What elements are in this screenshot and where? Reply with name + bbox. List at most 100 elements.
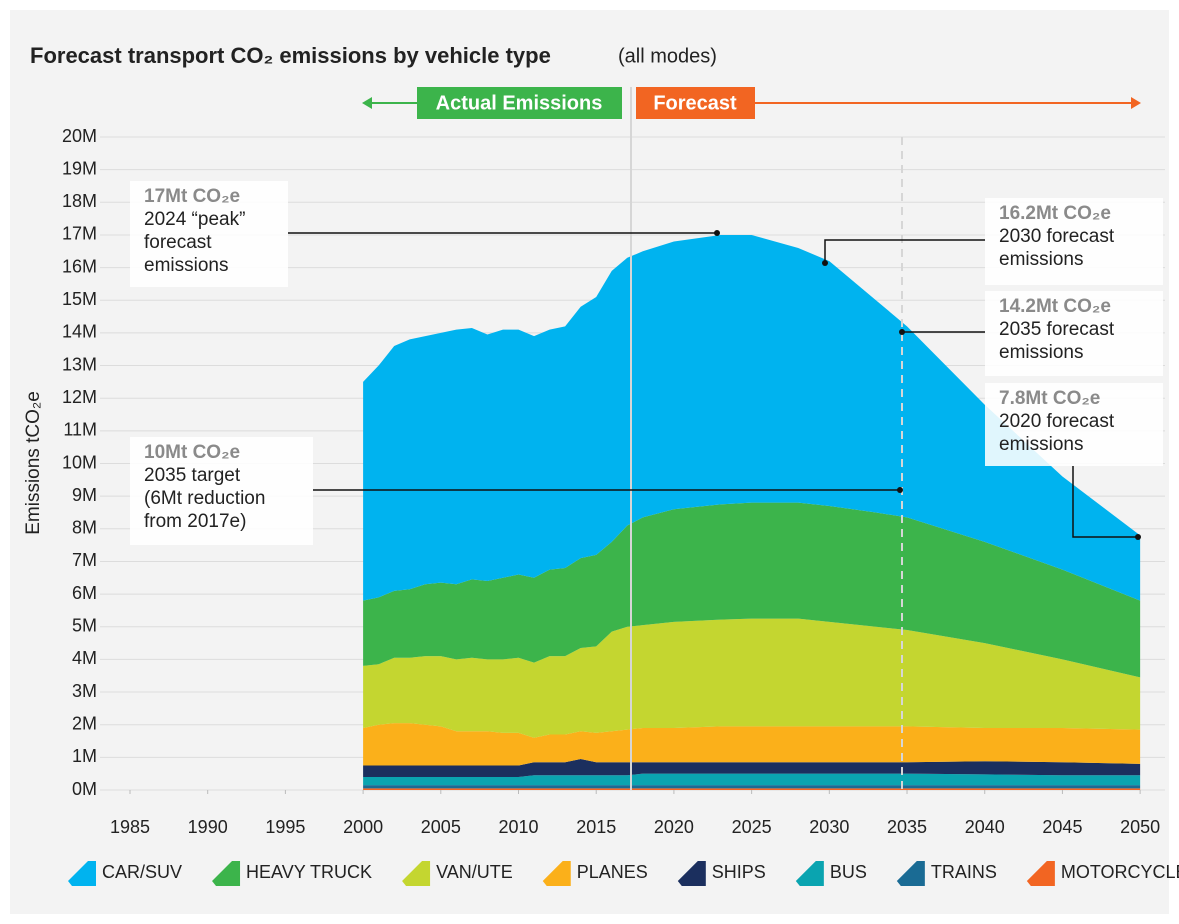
legend-swatch	[677, 861, 706, 886]
dot	[822, 260, 828, 266]
banner-text: Forecast	[653, 92, 737, 114]
annotation-text: 7.8Mt CO₂e	[999, 388, 1100, 409]
legend-swatch	[795, 861, 824, 886]
x-tick-label: 2000	[343, 817, 383, 837]
y-tick-label: 6M	[72, 583, 97, 603]
banner-forecast	[636, 87, 755, 119]
annotation-box	[985, 198, 1163, 285]
legend-label: VAN/UTE	[436, 862, 513, 882]
annotation-text: (6Mt reduction	[144, 488, 265, 509]
banner-actual	[417, 87, 622, 119]
legend-label: HEAVY TRUCK	[246, 862, 372, 882]
area	[363, 758, 1141, 777]
x-tick-label: 2015	[576, 817, 616, 837]
y-tick-label: 18M	[62, 191, 97, 211]
area	[363, 234, 1141, 601]
legend-swatch	[896, 861, 925, 886]
y-tick-label: 11M	[63, 420, 97, 440]
arrow-head	[362, 97, 372, 109]
y-tick-label: 20M	[62, 126, 97, 146]
y-tick-label: 5M	[72, 616, 97, 636]
arrow-head	[1131, 97, 1141, 109]
area	[363, 788, 1141, 790]
areas	[363, 234, 1141, 790]
annotation-text: emissions	[999, 342, 1083, 363]
area	[363, 773, 1141, 786]
legend: CAR/SUV HEAVY TRUCK VAN/UTE PLANES SHIPS BUS T…	[68, 861, 1179, 886]
annotation-text: emissions	[999, 434, 1083, 455]
annotation-text: emissions	[999, 249, 1083, 270]
annotation-text: 2024 “peak”	[144, 209, 245, 230]
annotation-text: 17Mt CO₂e	[144, 186, 240, 207]
y-tick-label: 8M	[72, 518, 97, 538]
leader	[1072, 466, 1138, 538]
chart-title: Forecast transport CO₂ emissions by vehi…	[30, 43, 551, 68]
legend-label: CAR/SUV	[102, 862, 182, 882]
legend-swatch	[1026, 861, 1055, 886]
x-tick-label: 2010	[498, 817, 538, 837]
x-tick-label: 2040	[965, 817, 1005, 837]
annotation-text: 16.2Mt CO₂e	[999, 203, 1111, 224]
x-tick-label: 1985	[110, 817, 150, 837]
y-tick-label: 7M	[72, 550, 97, 570]
y-tick-label: 16M	[62, 256, 97, 276]
y-tick-label: 10M	[62, 452, 97, 472]
annotation-text: 2030 forecast	[999, 226, 1115, 247]
area	[363, 502, 1141, 678]
annotation-text: forecast	[144, 232, 212, 253]
x-tick-label: 2050	[1120, 817, 1160, 837]
leader-dots	[714, 230, 1141, 540]
y-tick-label: 14M	[62, 322, 97, 342]
legend-label: MOTORCYCLE	[1061, 862, 1179, 882]
y-axis-label: Emissions tCO₂e	[23, 391, 44, 535]
leaders	[288, 232, 1138, 538]
y-tick-label: 2M	[72, 713, 97, 733]
area	[363, 785, 1141, 789]
x-tick-label: 2020	[654, 817, 694, 837]
x-tick-label: 2030	[809, 817, 849, 837]
x-tick-label: 1990	[188, 817, 228, 837]
x-tick-label: 2035	[887, 817, 927, 837]
dot	[899, 329, 905, 335]
annotation-text: 2020 forecast	[999, 411, 1115, 432]
annotation-text: emissions	[144, 255, 228, 276]
y-tick-label: 1M	[72, 746, 97, 766]
dot	[714, 230, 720, 236]
y-tick-label: 15M	[62, 289, 97, 309]
area	[363, 723, 1141, 766]
annotation-text: 14.2Mt CO₂e	[999, 296, 1111, 317]
legend-label: TRAINS	[931, 862, 997, 882]
legend-label: SHIPS	[712, 862, 766, 882]
legend-swatch	[542, 861, 571, 886]
legend-swatch	[402, 861, 431, 886]
dot	[1135, 534, 1141, 540]
annotation-box	[985, 383, 1163, 466]
annotation-text: 2035 target	[144, 465, 241, 486]
legend-label: PLANES	[577, 862, 648, 882]
legend-label: BUS	[830, 862, 867, 882]
x-tick-label: 2005	[421, 817, 461, 837]
y-tick-label: 4M	[72, 648, 97, 668]
annotation-box	[130, 437, 313, 545]
legend-swatch	[68, 861, 96, 886]
x-tick-label: 2045	[1042, 817, 1082, 837]
y-tick-label: 9M	[72, 485, 97, 505]
banner-text: Actual Emissions	[436, 92, 603, 114]
area	[363, 618, 1141, 738]
annotation-text: from 2017e)	[144, 511, 246, 532]
y-tick-label: 17M	[62, 224, 97, 244]
x-tick-label: 2025	[732, 817, 772, 837]
dot	[897, 487, 903, 493]
annotation-text: 10Mt CO₂e	[144, 442, 240, 463]
x-tick-label: 1995	[265, 817, 305, 837]
legend-swatch	[212, 861, 241, 886]
annotation-box	[130, 181, 288, 287]
chart-subtitle: (all modes)	[618, 45, 717, 67]
y-tick-label: 0M	[72, 779, 97, 799]
y-tick-label: 19M	[62, 158, 97, 178]
leader	[824, 239, 985, 263]
y-tick-label: 12M	[62, 387, 97, 407]
